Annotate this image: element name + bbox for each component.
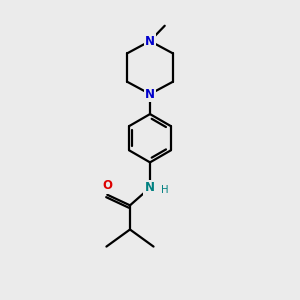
Text: H: H	[161, 185, 169, 195]
Text: O: O	[102, 179, 112, 192]
Text: N: N	[145, 34, 155, 48]
Text: N: N	[145, 88, 155, 100]
Text: N: N	[145, 181, 155, 194]
